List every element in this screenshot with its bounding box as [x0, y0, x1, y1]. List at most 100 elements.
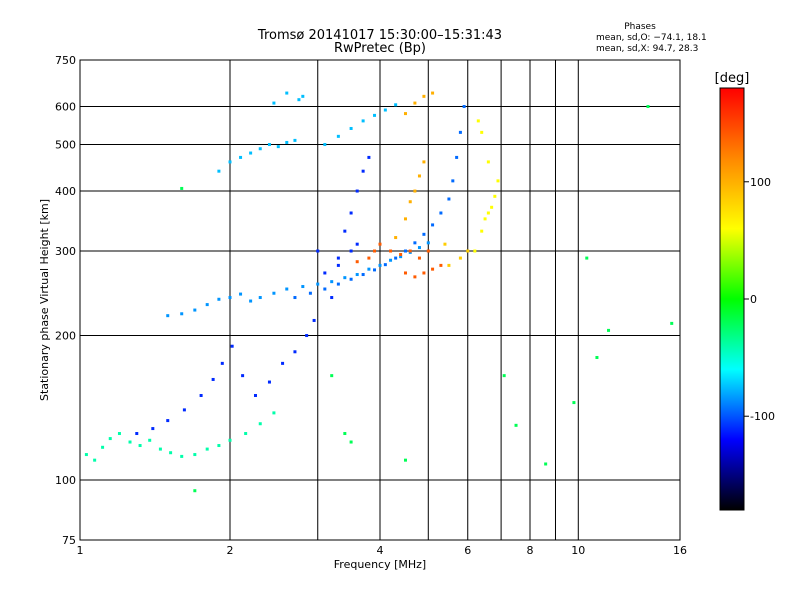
x-axis-ticks: 1 2 4 6 8 10 16: [77, 544, 688, 557]
data-point: [285, 91, 289, 95]
data-point: [413, 241, 417, 245]
y-tick-label: 500: [55, 139, 76, 152]
data-point: [336, 256, 340, 260]
data-point: [431, 267, 435, 271]
data-point: [193, 489, 197, 493]
data-point: [117, 432, 121, 436]
data-point: [316, 249, 320, 253]
data-point: [193, 308, 197, 312]
data-point: [349, 249, 353, 253]
data-point: [169, 451, 173, 455]
data-point: [607, 328, 611, 332]
data-point: [249, 299, 253, 303]
data-point: [378, 263, 382, 267]
data-point: [361, 119, 365, 123]
y-tick-label: 100: [55, 474, 76, 487]
y-tick-label: 400: [55, 185, 76, 198]
data-point: [301, 285, 305, 289]
x-tick-label: 16: [673, 544, 687, 557]
series-10: [180, 105, 674, 493]
x-tick-label: 4: [377, 544, 384, 557]
data-point: [330, 374, 334, 378]
colorbar-label: [deg]: [715, 71, 750, 86]
data-point: [493, 194, 497, 198]
data-point: [205, 303, 209, 307]
data-point: [361, 169, 365, 173]
colorbar-tick-label: -100: [750, 410, 775, 423]
data-point: [373, 268, 377, 272]
data-point: [182, 408, 186, 412]
data-point: [343, 432, 347, 436]
y-tick-label: 75: [62, 534, 76, 547]
phase-stats-header: Phases: [624, 22, 656, 32]
data-point: [193, 453, 197, 457]
x-tick-label: 1: [77, 544, 84, 557]
data-point: [458, 256, 462, 260]
data-point: [355, 189, 359, 193]
data-point: [293, 350, 297, 354]
data-point: [272, 291, 276, 295]
data-point: [426, 241, 430, 245]
data-point: [455, 155, 459, 159]
data-point: [180, 312, 184, 316]
data-point: [323, 143, 327, 147]
data-point: [413, 101, 417, 105]
colorbar-ticks: 100 0 -100: [744, 176, 775, 423]
colorbar-tick-label: 0: [750, 293, 757, 306]
data-point: [403, 271, 407, 275]
data-point: [483, 217, 487, 221]
data-point: [276, 145, 280, 149]
data-point: [439, 211, 443, 215]
data-point: [272, 411, 276, 415]
series-8: [473, 119, 500, 253]
data-point: [267, 380, 271, 384]
data-point: [166, 314, 170, 318]
data-point: [670, 321, 674, 325]
data-point: [151, 427, 155, 431]
series-9: [443, 242, 470, 267]
colorbar: [deg] 100 0 -100: [715, 71, 775, 511]
data-point: [367, 267, 371, 271]
data-point: [308, 291, 312, 295]
data-point: [349, 440, 353, 444]
data-point: [355, 242, 359, 246]
y-tick-label: 200: [55, 330, 76, 343]
series-2: [166, 241, 430, 318]
x-tick-label: 8: [527, 544, 534, 557]
data-point: [572, 401, 576, 405]
data-point: [413, 189, 417, 193]
data-point: [367, 155, 371, 159]
data-point: [230, 344, 234, 348]
data-point: [281, 361, 285, 365]
data-point: [330, 296, 334, 300]
data-point: [422, 232, 426, 236]
data-point: [180, 186, 184, 190]
data-point: [355, 273, 359, 277]
data-point: [426, 249, 430, 253]
series-6: [355, 242, 443, 279]
data-point: [249, 151, 253, 155]
data-point: [349, 211, 353, 215]
y-axis-ticks: 75 100 200 300 400 500 600 750: [55, 54, 76, 547]
y-tick-label: 750: [55, 54, 76, 67]
data-point: [158, 447, 162, 451]
data-point: [199, 394, 203, 398]
grid-lines: [80, 60, 680, 540]
data-point: [343, 276, 347, 280]
colorbar-gradient: [719, 87, 745, 511]
data-point: [253, 394, 257, 398]
data-point: [389, 249, 393, 253]
data-point: [502, 374, 506, 378]
data-point: [258, 147, 262, 151]
data-point: [293, 138, 297, 142]
data-point: [211, 377, 215, 381]
data-point: [101, 445, 105, 449]
y-tick-label: 300: [55, 245, 76, 258]
data-point: [355, 260, 359, 264]
data-point: [228, 438, 232, 442]
data-point: [544, 462, 548, 466]
data-point: [349, 126, 353, 130]
data-point: [228, 296, 232, 300]
data-point: [361, 273, 365, 277]
